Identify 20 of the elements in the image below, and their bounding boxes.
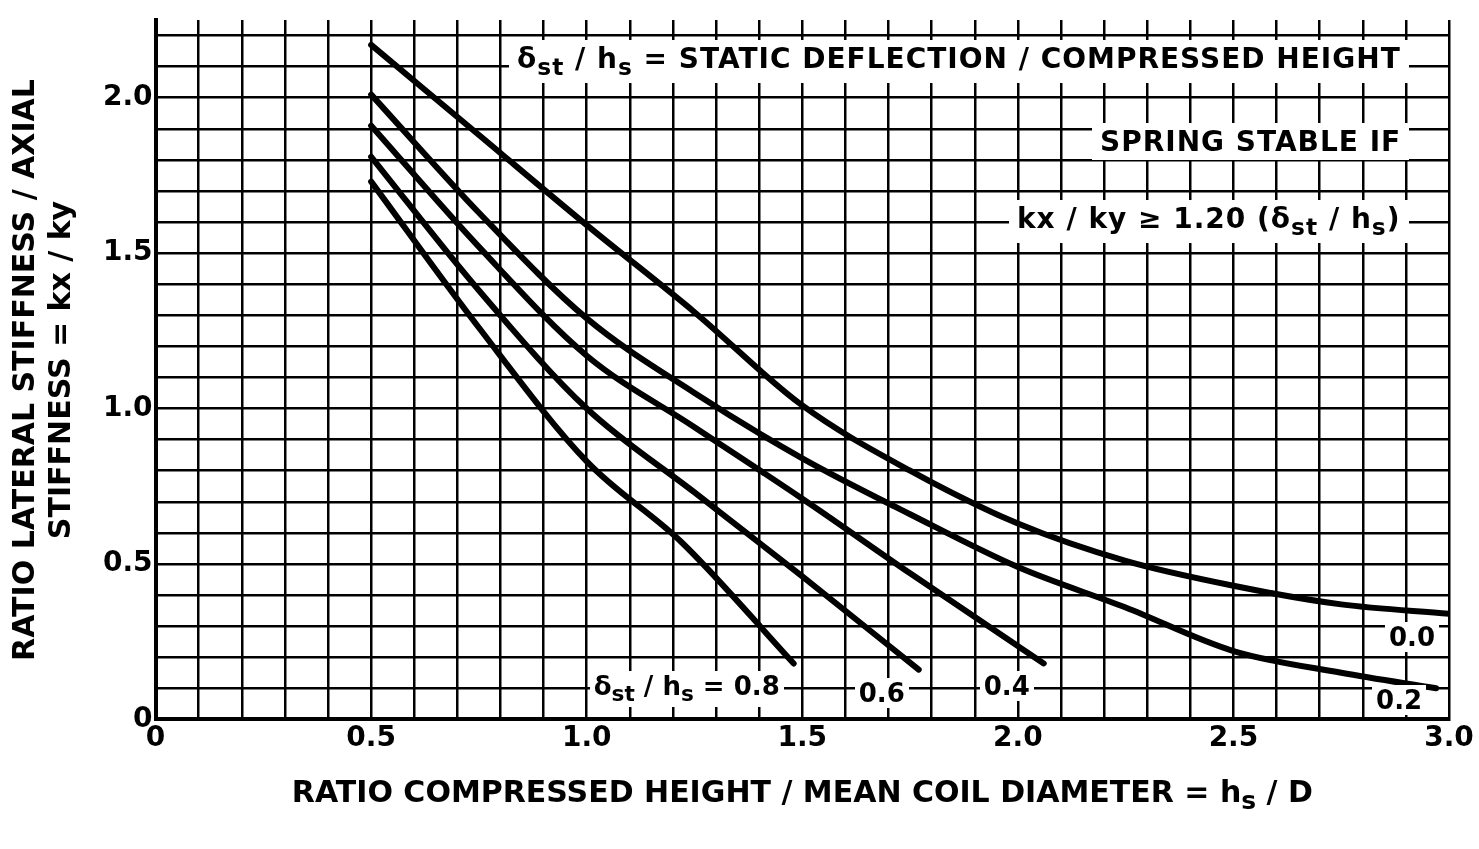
annotation: δ$_{st}$ / h$_{s}$ = STATIC DEFLECTION / COMPRESSED HEIGHT — [509, 40, 1409, 83]
x-tick-label: 3.0 — [1424, 720, 1474, 754]
series-label: 0.6 — [854, 677, 909, 708]
x-tick-label: 2.5 — [1208, 720, 1259, 754]
y-tick-label: 1.5 — [102, 234, 153, 268]
series-label: 0.4 — [979, 671, 1034, 702]
y-tick-label: 2.0 — [102, 78, 153, 112]
x-tick-label: 1.0 — [561, 720, 612, 754]
x-axis-title: RATIO COMPRESSED HEIGHT / MEAN COIL DIAMETER = h$_{s}$ / D — [291, 774, 1313, 816]
x-tick-label: 1.5 — [777, 720, 828, 754]
x-tick-label: 2.0 — [993, 720, 1043, 754]
y-tick-label: 1.0 — [102, 389, 153, 423]
x-tick-label: 0.5 — [346, 720, 396, 754]
annotation: kx / ky ≥ 1.20 (δ$_{st}$ / h$_{s}$) — [1009, 200, 1409, 243]
series-label: 0.2 — [1372, 685, 1427, 716]
series-label: 0.0 — [1385, 621, 1440, 652]
y-tick-label: 0.5 — [102, 545, 153, 579]
annotation: SPRING STABLE IF — [1092, 123, 1410, 160]
y-axis-title: RATIO LATERAL STIFFNESS / AXIAL STIFFNESS = kx / ky — [6, 77, 78, 663]
series-label: δ$_{st}$ / h$_{s}$ = 0.8 — [589, 671, 784, 707]
